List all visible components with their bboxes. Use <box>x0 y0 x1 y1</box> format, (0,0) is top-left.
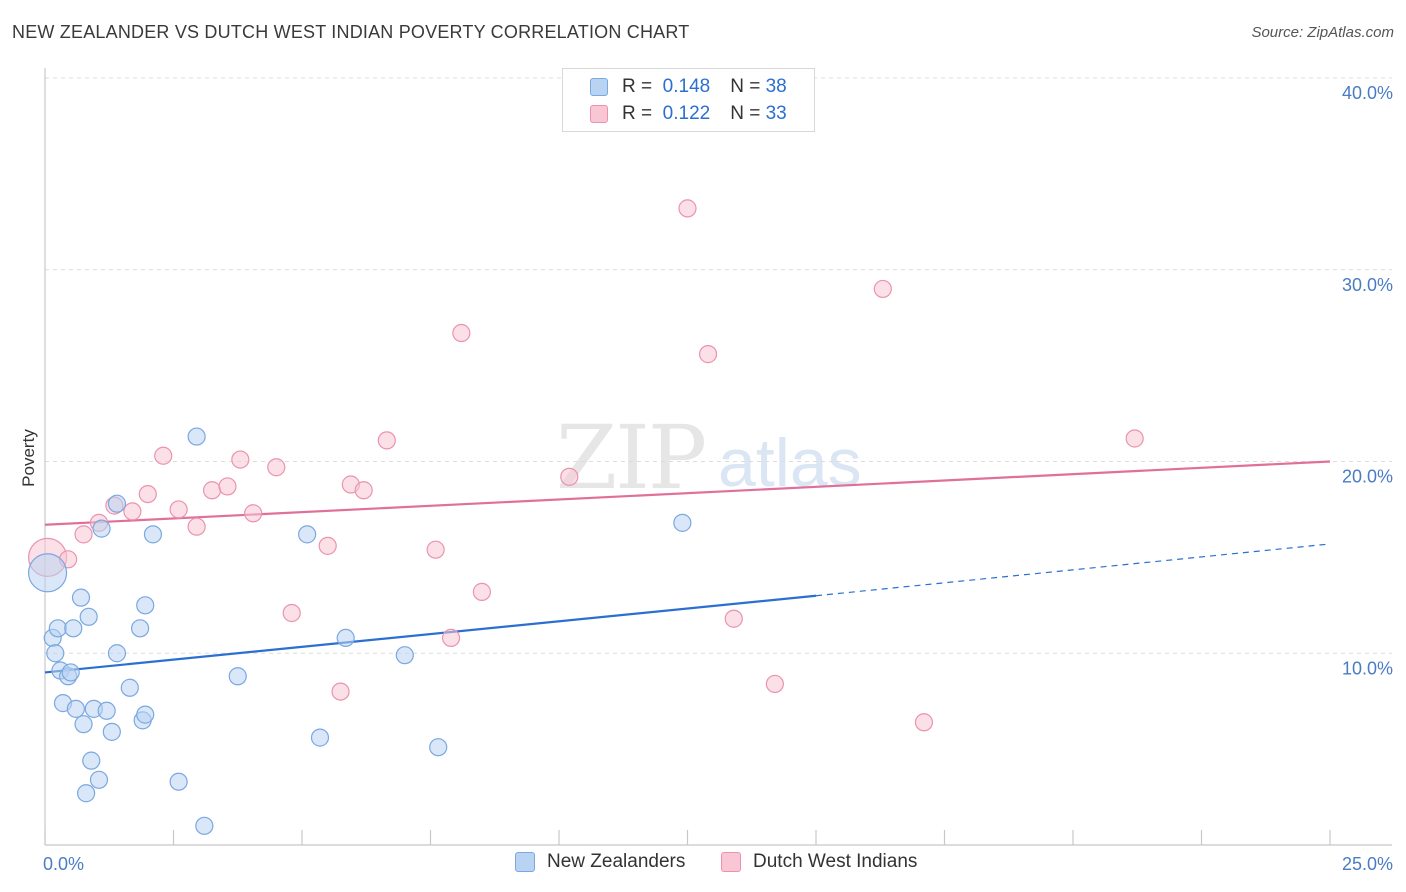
point-dutch-west-indian <box>282 603 301 623</box>
series-legend-label: Dutch West Indians <box>753 851 918 872</box>
y-axis-title: Poverty <box>19 429 38 487</box>
point-dutch-west-indian <box>873 279 892 299</box>
series-legend: New Zealanders Dutch West Indians <box>0 851 1406 877</box>
point-dutch-west-indian <box>218 477 237 496</box>
point-new-zealander <box>120 678 139 697</box>
y-tick-label: 10.0% <box>1342 658 1393 678</box>
point-dutch-west-indian <box>441 628 461 648</box>
point-dutch-west-indian <box>267 458 286 477</box>
series-legend-label: New Zealanders <box>547 851 686 872</box>
point-new-zealander <box>169 772 188 791</box>
point-new-zealander <box>429 738 448 757</box>
point-dutch-west-indian <box>765 674 784 694</box>
chart-source: Source: ZipAtlas.com <box>1251 24 1394 41</box>
legend-r-value: 0.148 <box>662 76 711 97</box>
point-new-zealander <box>130 619 150 638</box>
x-tick-label: 0.0% <box>43 854 84 874</box>
point-new-zealander <box>228 667 247 686</box>
series-legend-new-zealanders[interactable]: New Zealanders <box>515 851 685 873</box>
point-new-zealander <box>97 701 116 720</box>
point-new-zealander <box>66 699 85 718</box>
point-new-zealander <box>136 705 155 724</box>
series-legend-dutch-west-indians[interactable]: Dutch West Indians <box>721 851 917 873</box>
point-new-zealander <box>71 588 91 607</box>
legend-swatch-pink <box>590 105 608 123</box>
point-new-zealander <box>395 646 414 665</box>
y-tick-label: 20.0% <box>1342 467 1393 487</box>
point-new-zealander <box>310 728 330 747</box>
point-new-zealander <box>136 596 155 615</box>
x-tick-label: 25.0% <box>1342 854 1393 874</box>
point-new-zealander <box>298 525 317 544</box>
point-dutch-west-indian <box>231 450 250 469</box>
point-dutch-west-indian <box>187 517 206 536</box>
watermark-zip: ZIP <box>556 406 705 509</box>
point-dutch-west-indian <box>426 540 445 559</box>
point-new-zealander <box>102 722 121 741</box>
y-tick-label: 30.0% <box>1342 275 1393 295</box>
point-dutch-west-indian <box>123 502 142 521</box>
legend-n-label: N = <box>730 103 761 124</box>
stats-legend: R = 0.148 N = 38 R = 0.122 N = 33 <box>562 68 815 132</box>
point-new-zealander <box>79 607 98 626</box>
point-dutch-west-indian <box>169 500 188 519</box>
point-new-zealander <box>107 644 127 663</box>
point-new-zealander <box>77 784 96 803</box>
watermark: ZIP atlas <box>556 406 862 509</box>
point-new-zealander <box>64 619 83 638</box>
point-dutch-west-indian <box>678 199 697 218</box>
point-new-zealander <box>48 619 67 638</box>
y-tick-label: 40.0% <box>1342 83 1393 103</box>
point-dutch-west-indian <box>318 536 337 555</box>
point-dutch-west-indian <box>377 431 396 450</box>
trendline-new-zealanders-projection <box>815 543 1331 597</box>
point-dutch-west-indian <box>698 345 718 364</box>
point-new-zealander <box>107 494 127 513</box>
trendline-new-zealanders <box>44 594 817 674</box>
point-dutch-west-indian <box>560 467 579 486</box>
point-new-zealander <box>27 553 68 593</box>
point-new-zealander <box>82 751 101 770</box>
point-dutch-west-indian <box>154 446 173 465</box>
point-new-zealander <box>92 519 111 538</box>
legend-swatch-blue <box>590 78 608 96</box>
legend-r-label: R = <box>622 76 653 97</box>
point-dutch-west-indian <box>452 323 471 343</box>
point-dutch-west-indian <box>331 682 350 701</box>
legend-n-value: 38 <box>765 76 787 97</box>
chart-title: NEW ZEALANDER VS DUTCH WEST INDIAN POVER… <box>12 22 690 42</box>
legend-row-dutch-west-indians: R = 0.122 N = 33 <box>563 101 787 127</box>
point-new-zealander <box>89 770 109 789</box>
point-dutch-west-indian <box>138 484 157 504</box>
point-new-zealander <box>673 513 692 532</box>
point-new-zealander <box>187 427 206 446</box>
point-dutch-west-indian <box>724 609 743 628</box>
point-dutch-west-indian <box>244 504 263 523</box>
legend-r-label: R = <box>622 103 653 124</box>
point-new-zealander <box>46 644 65 663</box>
point-new-zealander <box>74 715 93 734</box>
point-new-zealander <box>61 663 80 682</box>
legend-r-value: 0.122 <box>662 103 711 124</box>
point-dutch-west-indian <box>472 582 491 601</box>
point-dutch-west-indian <box>74 525 93 544</box>
point-new-zealander <box>143 525 163 544</box>
legend-swatch-blue <box>515 852 535 872</box>
legend-row-new-zealanders: R = 0.148 N = 38 <box>563 74 787 100</box>
point-dutch-west-indian <box>914 713 934 732</box>
point-new-zealander <box>336 628 355 648</box>
point-dutch-west-indian <box>202 481 222 500</box>
legend-swatch-pink <box>721 852 741 872</box>
point-dutch-west-indian <box>354 481 373 500</box>
point-new-zealander <box>195 816 214 835</box>
legend-n-label: N = <box>730 76 761 97</box>
legend-n-value: 33 <box>765 103 787 124</box>
point-dutch-west-indian <box>1125 429 1144 448</box>
